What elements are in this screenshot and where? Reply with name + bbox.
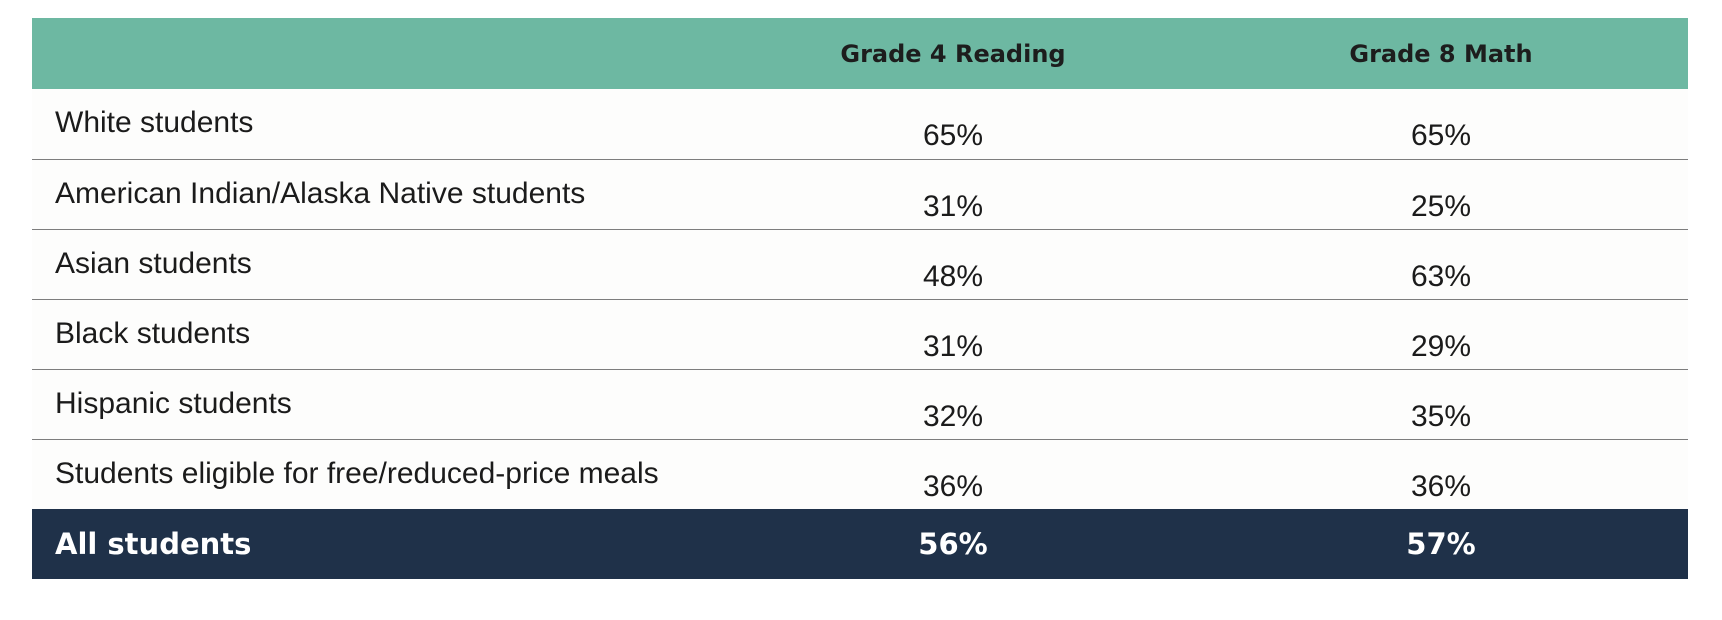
table-row: Black students 31% 29% <box>32 299 1688 370</box>
results-table: Grade 4 Reading Grade 8 Math White stude… <box>32 18 1688 579</box>
table-row: American Indian/Alaska Native students 3… <box>32 159 1688 230</box>
row-label: Black students <box>32 299 712 370</box>
results-table-container: Grade 4 Reading Grade 8 Math White stude… <box>32 18 1688 579</box>
grade8-math-value: 25% <box>1194 159 1688 230</box>
grade4-reading-value: 65% <box>712 89 1194 160</box>
total-grade4-reading-value: 56% <box>918 527 988 561</box>
grade8-math-value: 36% <box>1410 469 1472 503</box>
table-header-row: Grade 4 Reading Grade 8 Math <box>32 18 1688 89</box>
total-row-label: All students <box>55 527 252 561</box>
grade4-reading-value: 31% <box>712 159 1194 230</box>
row-label: Students eligible for free/reduced-price… <box>55 456 659 490</box>
grade8-math-value: 65% <box>1194 89 1688 160</box>
grade8-math-value: 29% <box>1194 299 1688 370</box>
row-label: White students <box>32 89 712 160</box>
table-row: Asian students 48% 63% <box>32 229 1688 300</box>
row-label: American Indian/Alaska Native students <box>32 159 712 230</box>
grade4-reading-value: 36% <box>922 469 984 503</box>
grade8-math-value: 35% <box>1194 369 1688 440</box>
table-row: Hispanic students 32% 35% <box>32 369 1688 440</box>
total-grade8-math-value: 57% <box>1406 527 1476 561</box>
grade4-reading-value: 32% <box>712 369 1194 440</box>
row-label: Hispanic students <box>32 369 712 440</box>
header-label-column <box>32 18 712 89</box>
grade4-reading-value: 48% <box>712 229 1194 300</box>
row-label: Asian students <box>32 229 712 300</box>
table-row: Students eligible for free/reduced-price… <box>32 439 1688 509</box>
grade4-reading-value: 31% <box>712 299 1194 370</box>
grade8-math-value: 63% <box>1194 229 1688 300</box>
table-row: White students 65% 65% <box>32 89 1688 160</box>
total-row: All students 56% 57% <box>32 509 1688 579</box>
header-grade4-reading: Grade 4 Reading <box>840 39 1066 68</box>
header-grade8-math: Grade 8 Math <box>1349 39 1533 68</box>
